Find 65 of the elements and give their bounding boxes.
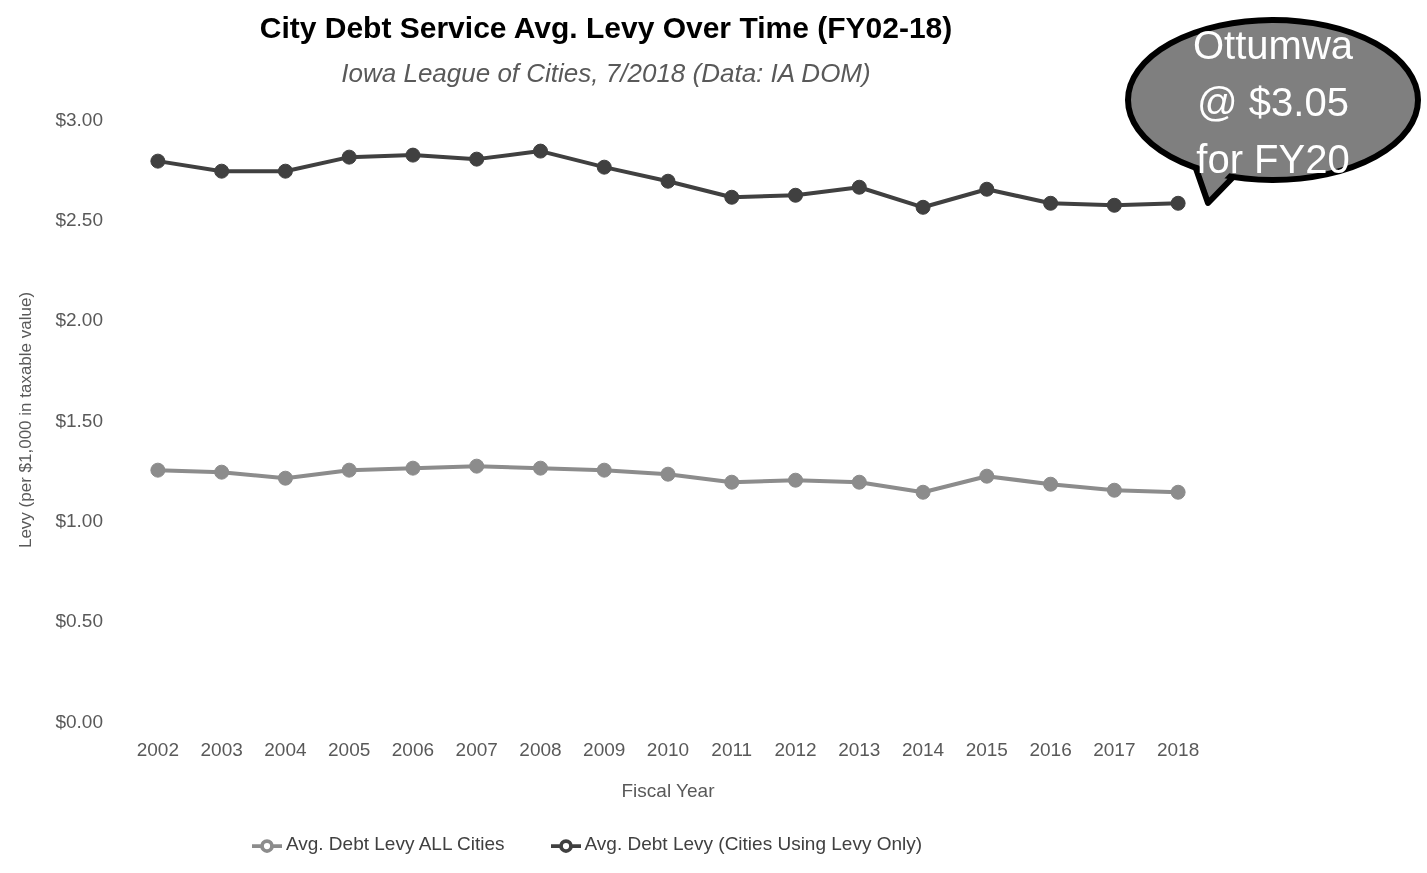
x-tick-label: 2015 (965, 739, 1008, 761)
point (277, 470, 293, 486)
point (788, 472, 804, 488)
point (150, 153, 166, 169)
point (660, 173, 676, 189)
point (660, 466, 676, 482)
point (979, 468, 995, 484)
point (1043, 195, 1059, 211)
point (214, 163, 230, 179)
y-tick-label: $2.50 (55, 209, 103, 231)
point (1106, 482, 1122, 498)
point (469, 458, 485, 474)
annotation: Ottumwa @ $3.05 for FY20 (1191, 22, 1354, 183)
legend-label: Avg. Debt Levy (Cities Using Levy Only) (584, 833, 923, 855)
point (532, 460, 548, 476)
y-tick-label: $0.50 (55, 610, 103, 632)
y-tick-label: $3.00 (55, 108, 103, 130)
point (851, 474, 867, 490)
legend-label: Avg. Debt Levy ALL Cities (285, 833, 505, 855)
point (341, 149, 357, 165)
point (277, 163, 293, 179)
point (341, 462, 357, 478)
x-tick-label: 2007 (455, 739, 498, 761)
x-tick-label: 2003 (200, 739, 243, 761)
point (724, 189, 740, 205)
point (150, 462, 166, 478)
point (979, 181, 995, 197)
point (214, 464, 230, 480)
point (596, 462, 612, 478)
point (469, 151, 485, 167)
x-tick-label: 2010 (646, 739, 690, 761)
point (915, 484, 931, 500)
x-tick-label: 2008 (519, 739, 562, 761)
x-tick-label: 2006 (391, 739, 435, 761)
x-axis-title: Fiscal Year (621, 779, 716, 801)
chart-subtitle: Iowa League of Cities, 7/2018 (Data: IA DOM) (341, 58, 871, 88)
y-tick-label: $2.00 (55, 309, 103, 331)
x-tick-label: 2014 (901, 739, 945, 761)
y-tick-label: $1.00 (55, 510, 103, 532)
y-axis-title: Levy (per $1,000 in taxable value) (15, 291, 35, 549)
point (915, 199, 931, 215)
point (724, 474, 740, 490)
x-tick-label: 2004 (264, 739, 307, 761)
x-tick-label: 2016 (1029, 739, 1072, 761)
x-tick-label: 2005 (328, 739, 371, 761)
x-tick-label: 2013 (838, 739, 881, 761)
point (1106, 197, 1122, 213)
x-tick-label: 2002 (136, 739, 180, 761)
point (1043, 476, 1059, 492)
x-tick-label: 2011 (711, 739, 753, 761)
chart-title: City Debt Service Avg. Levy Over Time (FY02-18) (259, 11, 953, 44)
x-tick-label: 2018 (1156, 739, 1200, 761)
point (1170, 195, 1186, 211)
point (405, 460, 421, 476)
point (1170, 484, 1186, 500)
point (532, 143, 548, 159)
y-tick-label: $1.50 (55, 409, 103, 431)
point (596, 159, 612, 175)
point (851, 179, 867, 195)
x-tick-label: 2009 (583, 739, 626, 761)
y-tick-label: $0.00 (55, 710, 103, 732)
point (788, 187, 804, 203)
x-tick-label: 2017 (1093, 739, 1136, 761)
point (405, 147, 421, 163)
x-tick-label: 2012 (774, 739, 817, 761)
